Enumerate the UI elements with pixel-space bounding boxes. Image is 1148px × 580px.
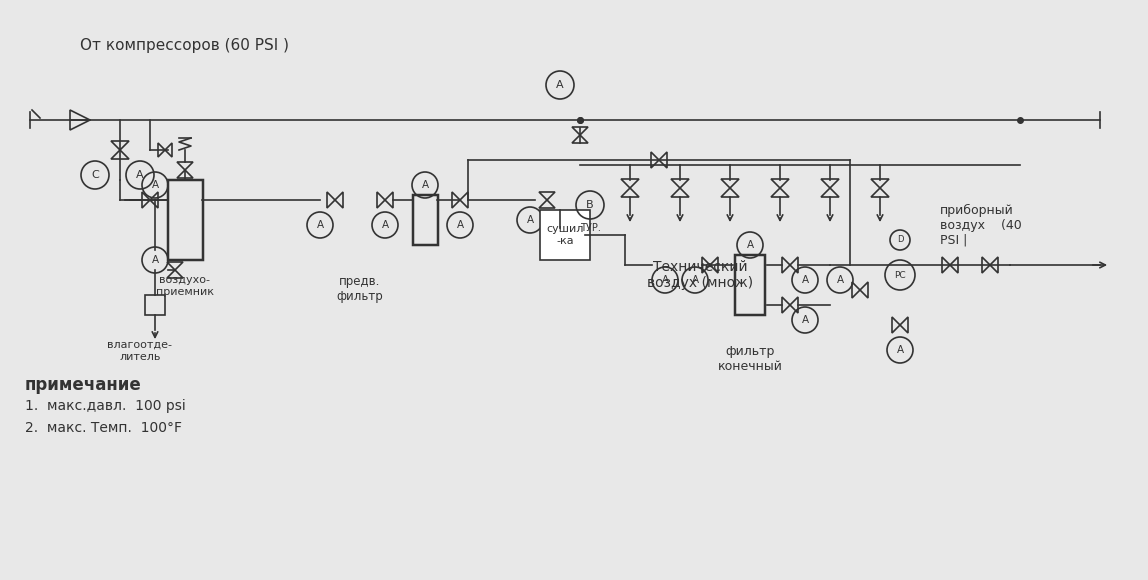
Text: A: A <box>457 220 464 230</box>
Text: B: B <box>587 200 594 210</box>
Text: A: A <box>381 220 388 230</box>
Text: ТУР.: ТУР. <box>580 223 600 233</box>
Text: фильтр
конечный: фильтр конечный <box>718 345 783 373</box>
Text: A: A <box>801 275 808 285</box>
Text: PC: PC <box>894 270 906 280</box>
Text: A: A <box>421 180 428 190</box>
Bar <box>412 195 437 245</box>
Text: A: A <box>837 275 844 285</box>
Text: A: A <box>897 345 903 355</box>
Text: A: A <box>527 215 534 225</box>
Text: A: A <box>661 275 668 285</box>
Text: Технический
воздух (множ): Технический воздух (множ) <box>647 260 753 290</box>
Text: приборный
воздух    (40
PSI |: приборный воздух (40 PSI | <box>940 204 1022 246</box>
Text: A: A <box>691 275 699 285</box>
Text: A: A <box>152 255 158 265</box>
Text: A: A <box>556 80 564 90</box>
Text: A: A <box>317 220 324 230</box>
Text: предв.
фильтр: предв. фильтр <box>336 275 383 303</box>
Text: A: A <box>801 315 808 325</box>
Text: влагоотде-
литель: влагоотде- литель <box>108 340 172 361</box>
Text: C: C <box>91 170 99 180</box>
Bar <box>735 255 765 315</box>
Text: 2.  макс. Темп.  100°F: 2. макс. Темп. 100°F <box>25 421 183 435</box>
Bar <box>540 210 590 260</box>
Bar <box>145 295 165 315</box>
Text: A: A <box>137 170 144 180</box>
Text: примечание: примечание <box>25 376 141 394</box>
Text: сушил
-ка: сушил -ка <box>546 224 583 246</box>
Text: воздухо-
приемник: воздухо- приемник <box>156 275 214 296</box>
Text: 1.  макс.давл.  100 psi: 1. макс.давл. 100 psi <box>25 399 186 413</box>
Text: A: A <box>746 240 753 250</box>
Text: A: A <box>152 180 158 190</box>
Text: От компрессоров (60 PSI ): От компрессоров (60 PSI ) <box>80 38 289 53</box>
Text: D: D <box>897 235 903 245</box>
Bar <box>168 180 202 260</box>
